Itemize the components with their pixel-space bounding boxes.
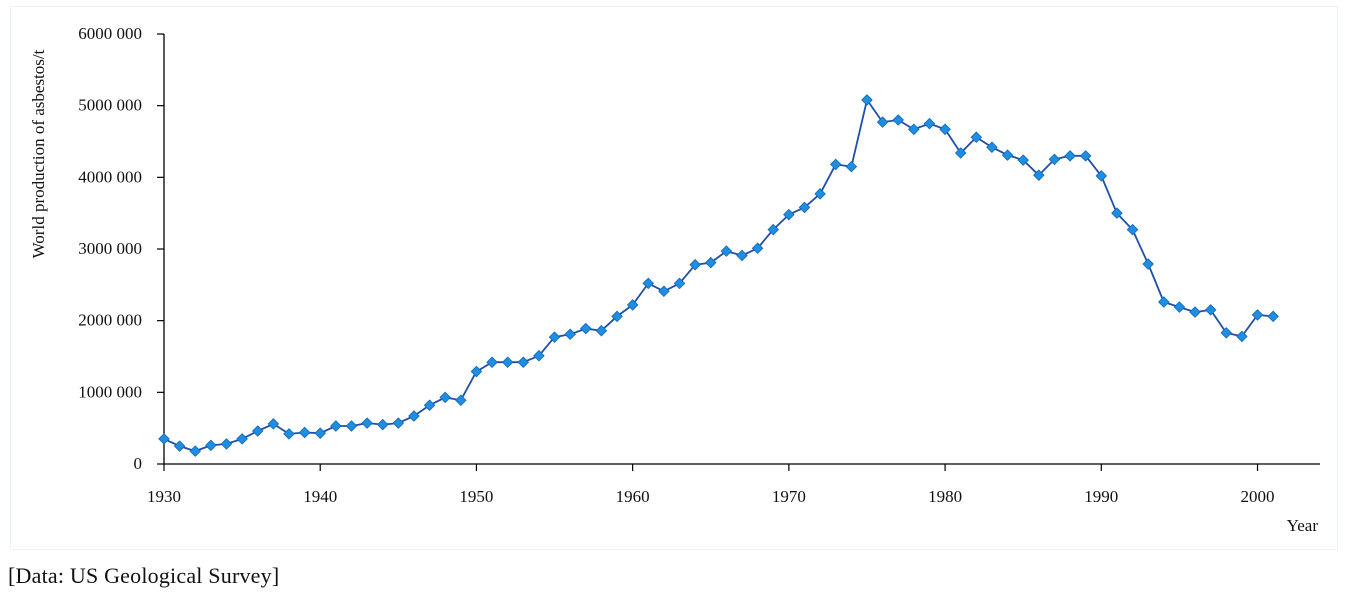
data-point-marker (1079, 150, 1092, 162)
data-point-marker (1048, 153, 1061, 166)
data-point-marker (392, 417, 405, 429)
data-point-marker (1236, 330, 1248, 343)
data-point-marker (298, 426, 311, 439)
data-point-marker (1142, 258, 1154, 270)
data-point-marker (642, 277, 655, 290)
data-point-marker (954, 147, 967, 159)
x-tick-label: 1980 (928, 487, 962, 506)
data-point-marker (1095, 170, 1108, 182)
y-tick-label: 4000 000 (78, 167, 142, 186)
data-point-marker (689, 259, 701, 271)
data-point-marker (1001, 149, 1014, 161)
data-point-marker (1064, 150, 1076, 162)
data-point-marker (236, 433, 248, 445)
y-axis-ticks: 0 1000 000 2000 000 3000 000 4000 000 5000 00… (78, 24, 164, 473)
data-point-marker (1111, 207, 1123, 219)
data-point-marker (923, 117, 936, 130)
series-markers (158, 94, 1279, 457)
data-point-marker (751, 242, 764, 255)
line-chart: 0 1000 000 2000 000 3000 000 4000 000 5000 00… (29, 24, 1320, 535)
data-point-marker (1173, 301, 1186, 313)
data-point-marker (986, 141, 998, 153)
data-point-marker (861, 94, 873, 106)
data-point-marker (189, 445, 202, 457)
data-point-marker (455, 394, 467, 406)
x-tick-label: 1970 (772, 487, 806, 506)
data-point-marker (814, 188, 826, 200)
data-point-marker (595, 324, 608, 337)
data-point-marker (501, 356, 514, 368)
data-point-marker (564, 328, 576, 341)
data-point-marker (626, 299, 639, 311)
data-point-marker (767, 223, 780, 236)
data-point-marker (1158, 296, 1170, 308)
data-point-marker (345, 420, 358, 432)
data-point-marker (798, 201, 811, 214)
data-point-marker (361, 417, 373, 429)
data-point-marker (658, 285, 670, 298)
data-point-marker (704, 256, 717, 269)
data-point-marker (876, 116, 889, 128)
data-point-marker (376, 418, 389, 431)
y-axis-title: World production of asbestos/t (29, 49, 48, 258)
data-point-marker (1267, 310, 1279, 323)
y-tick-label: 0 (134, 454, 143, 473)
data-point-marker (1220, 327, 1233, 339)
x-tick-label: 1930 (147, 487, 181, 506)
x-tick-label: 1940 (303, 487, 337, 506)
y-tick-label: 2000 000 (78, 311, 142, 330)
data-point-marker (908, 123, 920, 136)
data-point-marker (1251, 309, 1264, 321)
chart-frame (10, 6, 1338, 550)
data-point-marker (736, 249, 748, 262)
data-point-marker (439, 391, 451, 404)
data-point-marker (283, 428, 295, 440)
data-point-marker (783, 208, 795, 221)
data-point-marker (673, 277, 686, 290)
y-tick-label: 1000 000 (78, 382, 142, 401)
data-point-marker (720, 245, 733, 257)
data-point-marker (470, 365, 483, 378)
y-tick-label: 3000 000 (78, 239, 142, 258)
source-note: [Data: US Geological Survey] (8, 563, 280, 588)
data-point-marker (423, 399, 436, 411)
data-point-marker (205, 439, 217, 452)
data-point-marker (829, 158, 842, 171)
y-tick-label: 6000 000 (78, 24, 142, 43)
data-point-marker (330, 420, 342, 432)
data-point-marker (408, 410, 420, 422)
data-point-marker (1204, 304, 1217, 316)
x-tick-label: 1990 (1084, 487, 1118, 506)
data-point-marker (1126, 223, 1139, 236)
data-point-marker (158, 433, 170, 445)
data-point-marker (970, 131, 983, 143)
data-point-marker (892, 114, 904, 126)
data-point-marker (486, 356, 498, 368)
data-point-marker (267, 418, 280, 430)
data-point-marker (845, 160, 858, 173)
data-point-marker (580, 322, 592, 335)
data-point-marker (1017, 154, 1029, 166)
data-point-marker (314, 427, 326, 439)
data-point-marker (1189, 306, 1201, 318)
data-point-marker (220, 438, 233, 450)
data-point-marker (611, 310, 623, 323)
data-point-marker (173, 440, 186, 452)
x-axis-title: Year (1287, 516, 1319, 535)
data-point-marker (939, 123, 951, 136)
x-axis-ticks: 1930 1940 1950 1960 1970 1980 1990 2000 (147, 464, 1275, 506)
x-tick-label: 1960 (616, 487, 650, 506)
y-tick-label: 5000 000 (78, 96, 142, 115)
axes (163, 34, 1320, 465)
data-point-marker (517, 356, 530, 368)
data-point-marker (251, 425, 264, 437)
data-point-marker (533, 350, 545, 362)
data-point-marker (548, 331, 561, 343)
data-point-marker (1033, 169, 1045, 181)
series-line (163, 99, 1274, 452)
x-tick-label: 2000 (1241, 487, 1275, 506)
x-tick-label: 1950 (459, 487, 493, 506)
